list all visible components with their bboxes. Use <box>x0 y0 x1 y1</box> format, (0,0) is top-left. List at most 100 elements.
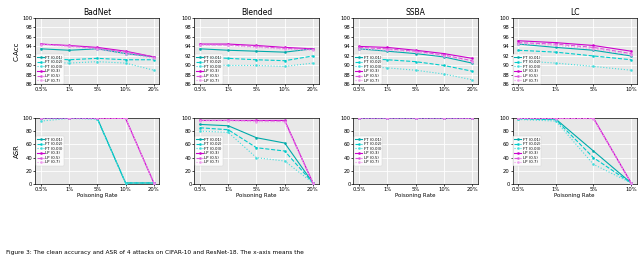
FT (0.01) <box>355 47 363 50</box>
FT (0.02) <box>65 116 73 120</box>
FT (0.03) <box>627 69 635 72</box>
FT (0.02) <box>122 182 129 185</box>
LP (0.5) <box>225 119 232 122</box>
LP (0.5) <box>122 51 129 54</box>
FT (0.03) <box>281 65 289 68</box>
Line: LP (0.3): LP (0.3) <box>358 45 473 59</box>
FT (0.01) <box>383 116 391 120</box>
LP (0.3) <box>93 46 101 49</box>
LP (0.7) <box>225 119 232 122</box>
FT (0.01) <box>355 116 363 120</box>
LP (0.5) <box>355 116 363 120</box>
FT (0.02) <box>37 116 45 120</box>
FT (0.01) <box>196 123 204 126</box>
LP (0.5) <box>589 117 597 120</box>
LP (0.3) <box>93 116 101 120</box>
FT (0.02) <box>552 51 559 54</box>
LP (0.3) <box>196 119 204 122</box>
LP (0.3) <box>412 116 419 120</box>
LP (0.3) <box>627 50 635 53</box>
FT (0.02) <box>383 58 391 61</box>
FT (0.01) <box>468 61 476 65</box>
LP (0.7) <box>281 120 289 123</box>
Line: LP (0.7): LP (0.7) <box>40 117 155 184</box>
FT (0.01) <box>412 116 419 120</box>
FT (0.03) <box>122 61 129 65</box>
Line: LP (0.3): LP (0.3) <box>517 117 632 184</box>
Line: FT (0.01): FT (0.01) <box>40 48 155 58</box>
LP (0.5) <box>468 59 476 62</box>
FT (0.01) <box>281 142 289 145</box>
LP (0.7) <box>309 49 317 52</box>
Title: SSBA: SSBA <box>406 8 426 17</box>
LP (0.5) <box>440 54 447 57</box>
LP (0.7) <box>468 116 476 120</box>
LP (0.3) <box>37 42 45 46</box>
Legend: FT (0.01), FT (0.02), FT (0.03), LP (0.3), LP (0.5), LP (0.7): FT (0.01), FT (0.02), FT (0.03), LP (0.3… <box>36 136 64 166</box>
FT (0.02) <box>93 117 101 120</box>
FT (0.02) <box>440 116 447 120</box>
LP (0.7) <box>627 54 635 57</box>
LP (0.5) <box>355 46 363 49</box>
FT (0.01) <box>552 118 559 121</box>
LP (0.3) <box>589 116 597 120</box>
Y-axis label: ASR: ASR <box>13 144 19 158</box>
LP (0.3) <box>37 116 45 120</box>
FT (0.01) <box>552 46 559 49</box>
FT (0.02) <box>355 57 363 60</box>
Line: LP (0.7): LP (0.7) <box>199 120 314 184</box>
Line: FT (0.02): FT (0.02) <box>517 49 632 61</box>
FT (0.03) <box>412 69 419 72</box>
LP (0.7) <box>515 42 522 45</box>
FT (0.02) <box>412 60 419 63</box>
LP (0.5) <box>552 42 559 46</box>
Line: FT (0.01): FT (0.01) <box>199 48 314 53</box>
FT (0.02) <box>150 182 157 185</box>
LP (0.5) <box>65 45 73 48</box>
FT (0.01) <box>627 182 635 185</box>
FT (0.01) <box>440 116 447 120</box>
Line: LP (0.7): LP (0.7) <box>517 118 632 184</box>
Text: Figure 3: The clean accuracy and ASR of 4 attacks on CIFAR-10 and ResNet-18. The: Figure 3: The clean accuracy and ASR of … <box>6 250 304 255</box>
FT (0.02) <box>150 58 157 61</box>
LP (0.3) <box>589 44 597 47</box>
LP (0.5) <box>122 117 129 120</box>
FT (0.03) <box>589 65 597 68</box>
LP (0.7) <box>196 119 204 122</box>
FT (0.02) <box>225 128 232 131</box>
Line: LP (0.7): LP (0.7) <box>199 44 314 51</box>
Line: FT (0.03): FT (0.03) <box>358 65 473 81</box>
Line: FT (0.02): FT (0.02) <box>199 55 314 62</box>
FT (0.01) <box>225 124 232 127</box>
FT (0.01) <box>309 182 317 185</box>
LP (0.5) <box>412 116 419 120</box>
Line: FT (0.02): FT (0.02) <box>40 117 155 184</box>
Legend: FT (0.01), FT (0.02), FT (0.03), LP (0.3), LP (0.5), LP (0.7): FT (0.01), FT (0.02), FT (0.03), LP (0.3… <box>354 55 382 84</box>
LP (0.5) <box>93 116 101 120</box>
LP (0.5) <box>309 48 317 51</box>
Legend: FT (0.01), FT (0.02), FT (0.03), LP (0.3), LP (0.5), LP (0.7): FT (0.01), FT (0.02), FT (0.03), LP (0.3… <box>195 136 223 166</box>
FT (0.03) <box>468 117 476 120</box>
LP (0.5) <box>515 41 522 44</box>
Line: LP (0.3): LP (0.3) <box>199 119 314 184</box>
FT (0.02) <box>627 182 635 185</box>
FT (0.01) <box>309 47 317 50</box>
FT (0.01) <box>122 52 129 55</box>
FT (0.02) <box>412 116 419 120</box>
Line: LP (0.7): LP (0.7) <box>358 48 473 63</box>
LP (0.3) <box>309 47 317 50</box>
LP (0.5) <box>37 42 45 46</box>
LP (0.3) <box>309 182 317 185</box>
FT (0.03) <box>440 72 447 76</box>
LP (0.7) <box>440 55 447 58</box>
LP (0.3) <box>253 44 260 47</box>
FT (0.01) <box>253 136 260 139</box>
Line: FT (0.02): FT (0.02) <box>358 57 473 72</box>
LP (0.5) <box>253 119 260 122</box>
Line: LP (0.7): LP (0.7) <box>40 44 155 59</box>
FT (0.03) <box>589 163 597 166</box>
LP (0.7) <box>552 117 559 120</box>
X-axis label: Poisoning Rate: Poisoning Rate <box>236 194 276 198</box>
FT (0.01) <box>281 51 289 54</box>
FT (0.02) <box>65 58 73 61</box>
